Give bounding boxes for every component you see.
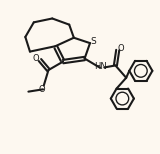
Text: O: O — [117, 44, 124, 53]
Text: HN: HN — [94, 63, 107, 71]
Text: O: O — [39, 85, 46, 94]
Text: O: O — [32, 54, 39, 63]
Text: S: S — [91, 37, 96, 46]
